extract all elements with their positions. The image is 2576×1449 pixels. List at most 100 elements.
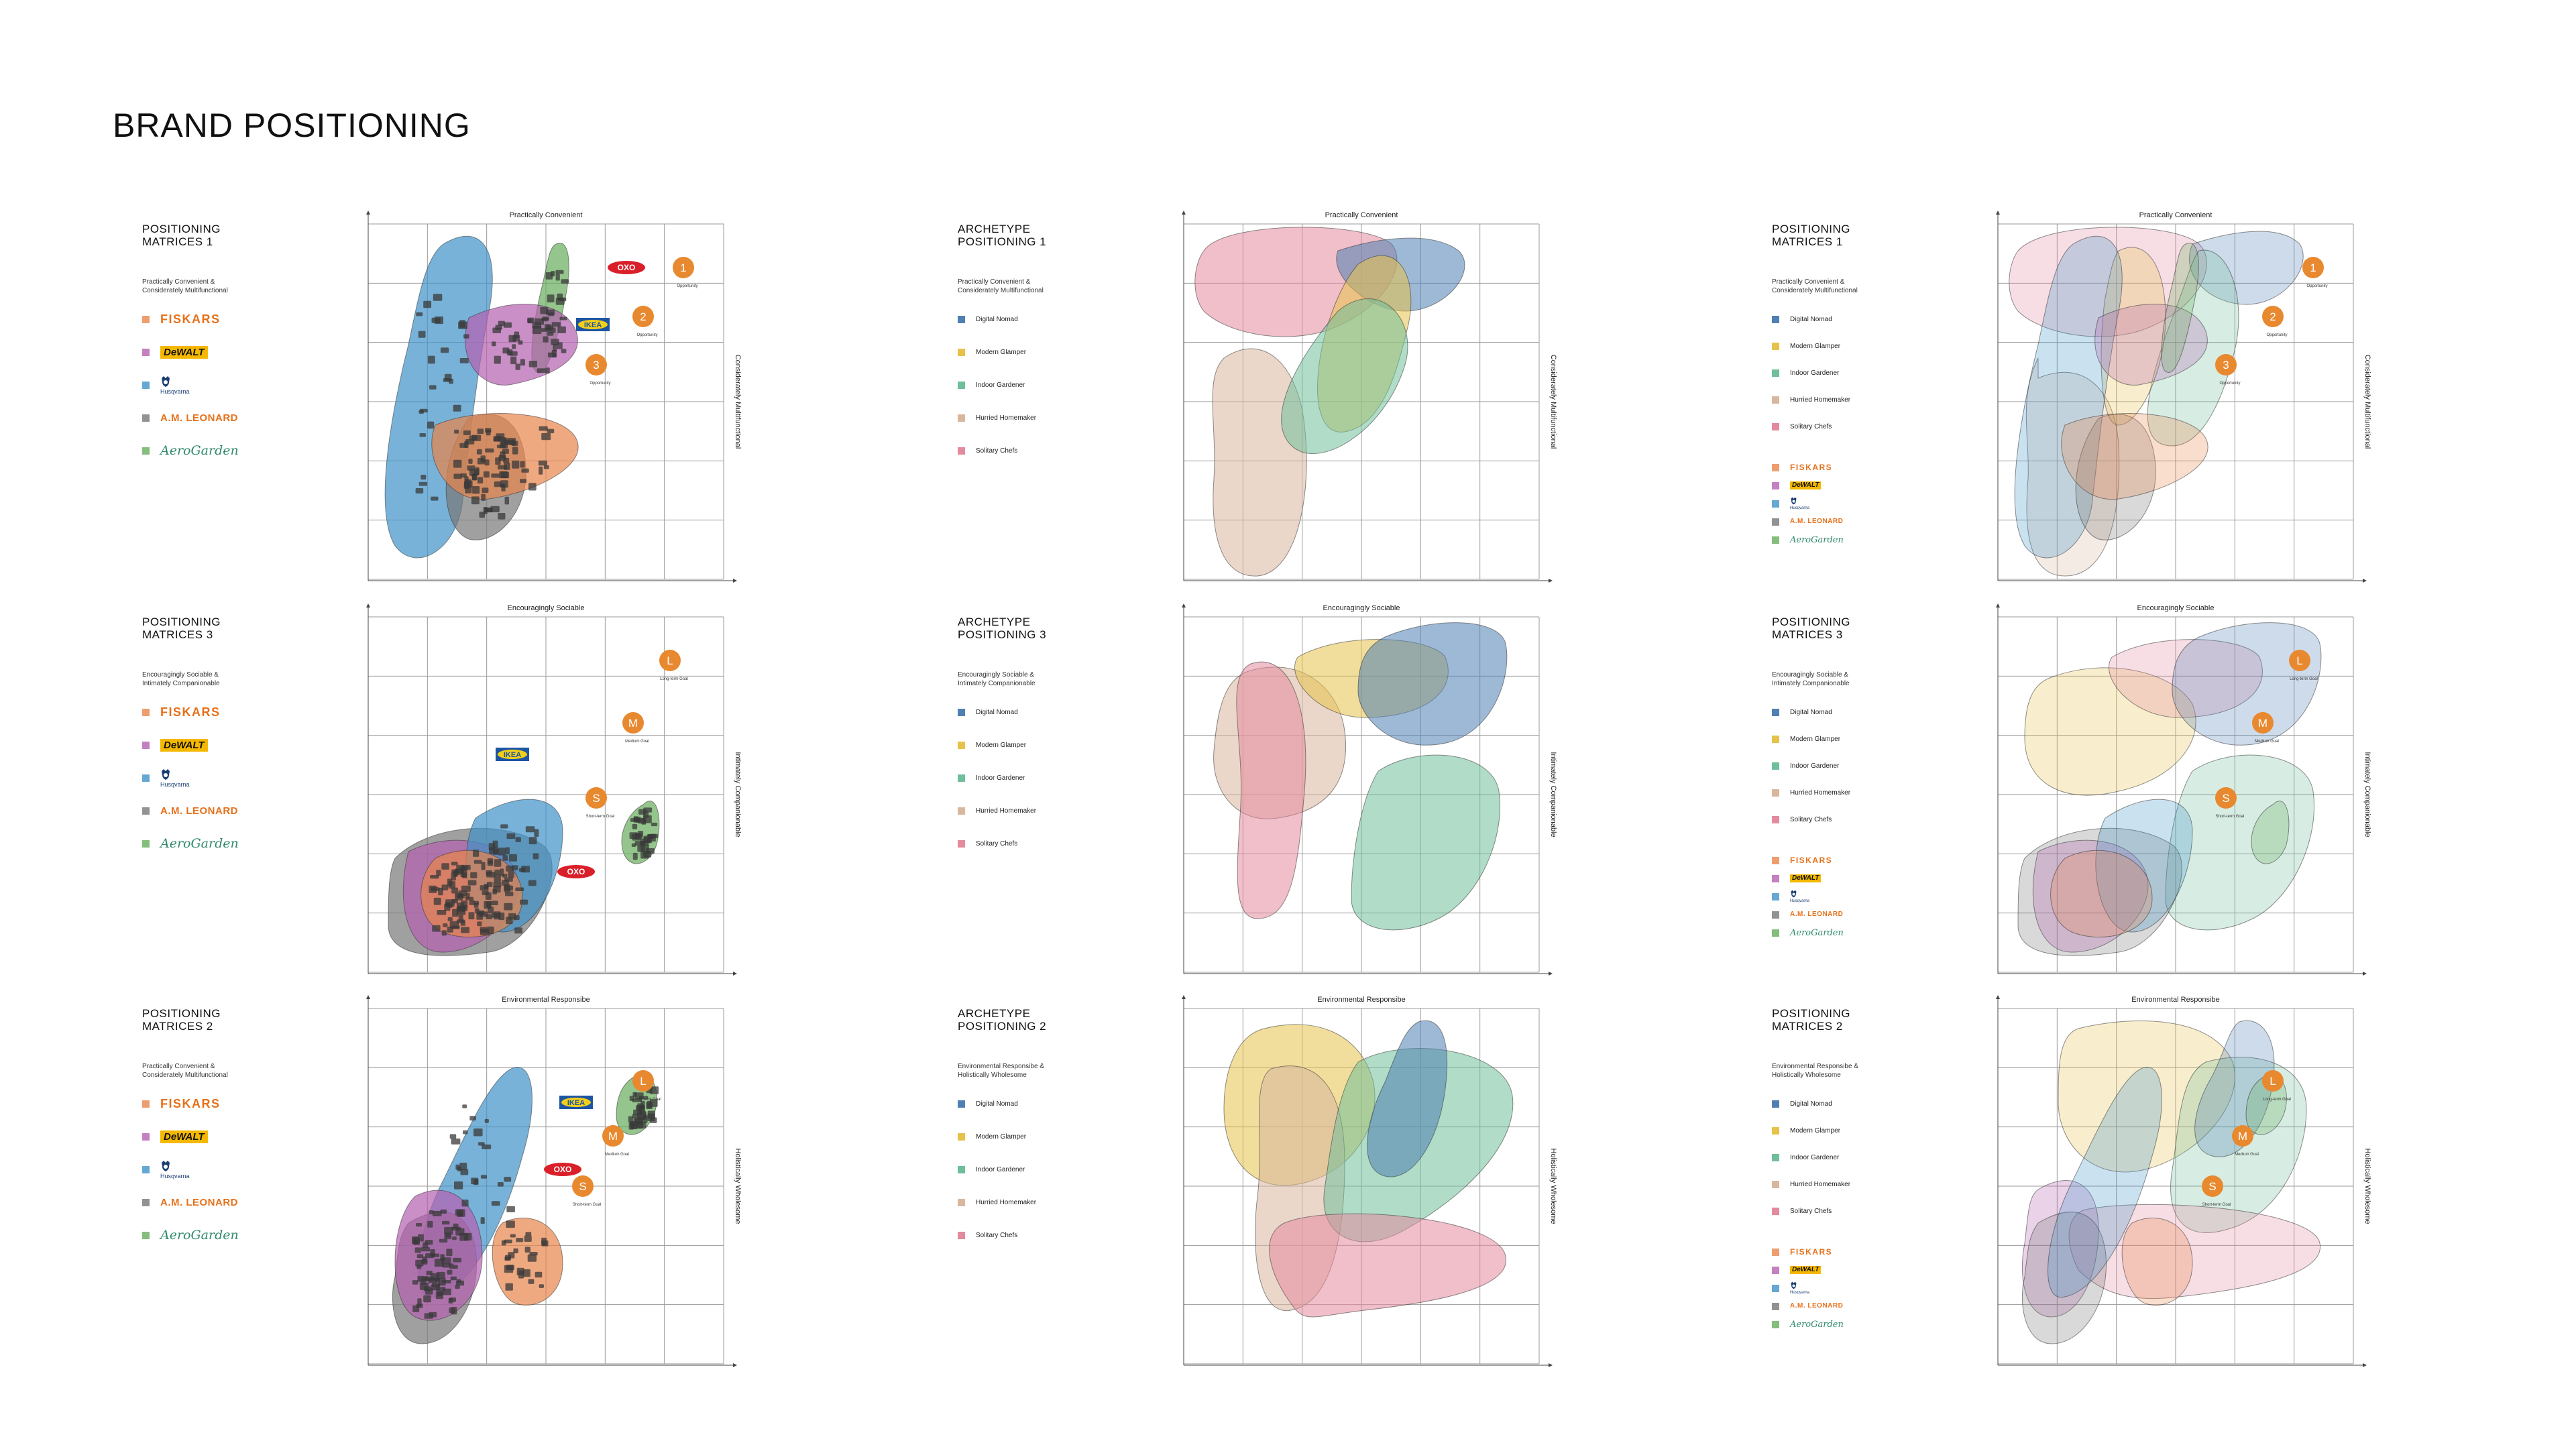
y-axis-label: Intimately Companionable xyxy=(1549,752,1557,837)
marker-caption: Opportunity xyxy=(636,333,657,337)
chart-title: Encouragingly Sociable xyxy=(508,604,585,612)
product-thumbnail xyxy=(425,1240,433,1245)
panel-subtitle-line: Considerately Multifunctional xyxy=(142,1071,228,1079)
legend-item-dewalt: DeWALT xyxy=(1772,1263,1850,1277)
product-thumbnail xyxy=(524,1247,530,1253)
legend-swatch xyxy=(142,1198,150,1206)
marker-s: S Short-term Goal xyxy=(572,1175,601,1207)
product-thumbnail xyxy=(453,1265,458,1269)
product-thumbnail xyxy=(456,1279,461,1283)
product-thumbnail xyxy=(412,1237,420,1244)
oxo-badge xyxy=(544,1163,581,1176)
product-thumbnail xyxy=(473,901,480,905)
product-thumbnail xyxy=(458,1212,463,1217)
legend-label: Hurried Homemaker xyxy=(976,807,1037,815)
cluster-dewalt xyxy=(2032,839,2149,953)
ikea-logo: IKEA xyxy=(559,1096,593,1109)
y-axis-label: Holistically Wholesome xyxy=(1549,1148,1557,1224)
product-thumbnail xyxy=(561,279,569,284)
legend-item-hurried-homemaker: Hurried Homemaker xyxy=(1772,1177,1850,1192)
product-thumbnail xyxy=(538,460,547,466)
marker-label: 3 xyxy=(2223,359,2229,371)
cluster-indoor-gardener xyxy=(2147,249,2239,447)
marker-circle xyxy=(673,257,694,278)
product-thumbnail xyxy=(461,885,471,892)
product-thumbnail xyxy=(494,859,502,867)
marker-3: 3 Opportunity xyxy=(585,354,611,386)
legend-swatch xyxy=(1772,708,1779,716)
plot-area xyxy=(1182,211,1553,583)
y-axis-arrow-icon xyxy=(1996,995,2000,999)
panel-title-line: MATRICES 1 xyxy=(142,235,213,248)
legend-label: Digital Nomad xyxy=(1790,315,1832,323)
panel-title-line: ARCHETYPE xyxy=(958,1007,1031,1020)
legend-item-husqvarna: Husqvarna xyxy=(1772,890,1850,903)
product-thumbnail xyxy=(539,466,543,475)
product-thumbnail xyxy=(557,326,566,333)
product-thumbnail xyxy=(481,494,486,501)
legend-swatch xyxy=(1772,536,1779,544)
product-thumbnail xyxy=(643,1115,648,1123)
product-thumbnail xyxy=(429,385,437,390)
product-thumbnail xyxy=(467,880,477,886)
legend-label: Indoor Gardener xyxy=(976,774,1025,782)
marker-circle xyxy=(2252,712,2274,734)
oxo-logo: OXO xyxy=(557,865,595,878)
product-thumbnail xyxy=(632,852,638,860)
ikea-wordmark: IKEA xyxy=(584,321,602,329)
panel-subtitle-line: Considerately Multifunctional xyxy=(958,287,1044,294)
product-thumbnail xyxy=(527,318,533,324)
product-thumbnail xyxy=(492,327,502,333)
product-thumbnail xyxy=(643,811,649,818)
product-thumbnail xyxy=(418,331,426,338)
fiskars-logo: FISKARS xyxy=(160,705,221,719)
product-thumbnail xyxy=(445,902,450,907)
product-thumbnail xyxy=(491,473,500,478)
matrix-panel: POSITIONING MATRICES 3 Encouragingly Socia… xyxy=(142,601,907,983)
product-thumbnail xyxy=(525,1232,532,1236)
marker-circle xyxy=(602,1125,624,1147)
product-thumbnail xyxy=(493,886,501,893)
product-thumbnail xyxy=(460,1169,469,1175)
legend-item-hurried-homemaker: Hurried Homemaker xyxy=(1772,392,1850,407)
cluster-dewalt xyxy=(2021,1180,2099,1318)
husqvarna-logo: Husqvarna xyxy=(160,1160,190,1179)
product-thumbnail xyxy=(482,1144,492,1149)
legend-swatch xyxy=(142,348,150,356)
legend-item-husqvarna: Husqvarna xyxy=(1772,497,1850,510)
dewalt-logo: DeWALT xyxy=(1790,874,1822,882)
product-thumbnail xyxy=(464,476,469,481)
product-thumbnails xyxy=(415,270,569,520)
legend-swatch xyxy=(1772,1153,1779,1161)
legend-swatch xyxy=(958,381,965,389)
product-thumbnail xyxy=(502,347,510,354)
oxo-logo: OXO xyxy=(608,261,645,274)
product-thumbnail xyxy=(412,1280,418,1285)
product-thumbnail xyxy=(431,887,440,891)
legend-item-a-m-leonard: A.M. LEONARD xyxy=(142,1195,239,1210)
legend-item-fiskars: FISKARS xyxy=(1772,461,1850,474)
legend-swatch xyxy=(958,1198,965,1206)
marker-caption: Long-term Goal xyxy=(2290,677,2318,681)
legend-label: Modern Glamper xyxy=(976,348,1027,356)
product-thumbnail xyxy=(488,860,493,864)
husqvarna-logo: Husqvarna xyxy=(160,375,190,395)
fiskars-logo: FISKARS xyxy=(160,312,221,326)
legend-swatch xyxy=(1772,911,1779,919)
product-thumbnail xyxy=(649,1086,659,1094)
legend-swatch xyxy=(1772,762,1779,770)
panel-subtitle: Encouragingly Sociable & Intimately Compa… xyxy=(1772,671,1919,688)
y-axis-label: Considerately Multifunctional xyxy=(1549,355,1557,449)
x-axis-arrow-icon xyxy=(733,579,737,583)
cluster-digital-nomad xyxy=(2194,1020,2275,1157)
product-thumbnail xyxy=(546,325,553,331)
aerogarden-logo: AeroGarden xyxy=(1790,927,1844,938)
legend-swatch xyxy=(1772,342,1779,350)
legend-item-modern-glamper: Modern Glamper xyxy=(958,345,1036,359)
product-thumbnail xyxy=(423,1276,429,1281)
marker-s: S Short-term Goal xyxy=(585,787,614,819)
cluster-modern-glamper xyxy=(2058,1020,2235,1173)
product-thumbnail xyxy=(419,433,426,437)
husqvarna-crown-icon xyxy=(1791,890,1797,898)
product-thumbnail xyxy=(416,312,423,316)
